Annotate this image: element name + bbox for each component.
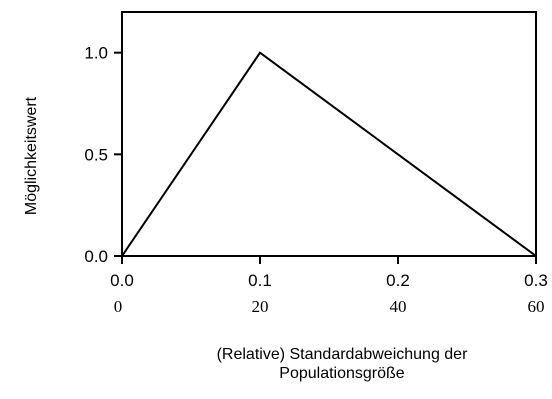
x-tick-label: 0.0 [110,271,134,290]
x-secondary-tick-label: 0 [114,297,123,316]
x-axis-ticks: 0.0 0.1 0.2 0.3 [110,256,548,290]
x-secondary-tick-label: 20 [252,297,269,316]
x-secondary-tick-label: 40 [390,297,407,316]
y-axis-label: Möglichkeitswert [23,96,40,215]
x-tick-label: 0.1 [248,271,272,290]
x-axis-secondary-ticks: 0 20 40 60 [114,297,545,316]
series-line [121,51,537,257]
y-tick-label: 0.0 [84,247,108,266]
y-axis-ticks: 0.0 0.5 1.0 [84,44,122,266]
x-axis-label-line1: (Relative) Standardabweichung der [217,346,468,363]
x-tick-label: 0.2 [386,271,410,290]
y-tick-label: 1.0 [84,44,108,63]
plot-frame [121,11,537,257]
x-secondary-tick-label: 60 [528,297,545,316]
x-axis-label-line2: Populationsgröße [279,365,405,382]
x-tick-label: 0.3 [524,271,548,290]
y-tick-label: 0.5 [84,145,108,164]
